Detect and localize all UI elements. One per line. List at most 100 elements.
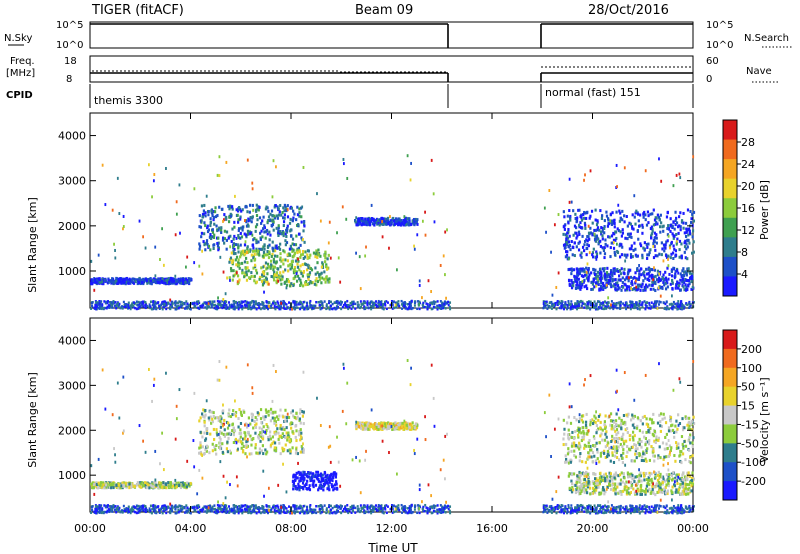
data-cell [685, 285, 688, 289]
data-cell [357, 222, 360, 226]
data-cell [274, 410, 277, 414]
data-cell [279, 278, 282, 282]
data-cell [410, 424, 413, 428]
data-cell [624, 236, 627, 240]
data-cell [621, 218, 624, 222]
data-cell [289, 307, 292, 311]
data-cell [601, 234, 604, 238]
data-cell [683, 231, 686, 235]
data-cell [560, 302, 563, 305]
data-cell [252, 246, 255, 250]
data-cell [318, 278, 321, 282]
data-cell [645, 301, 648, 305]
data-cell [395, 219, 398, 223]
data-cell [546, 303, 549, 307]
data-cell [169, 485, 172, 489]
data-cell [685, 278, 688, 282]
data-cell [128, 486, 131, 490]
data-cell [688, 303, 691, 306]
data-cell [217, 248, 220, 252]
data-cell [432, 305, 435, 309]
data-cell [377, 427, 380, 431]
data-cell [644, 276, 647, 280]
data-cell [272, 249, 275, 253]
data-cell [442, 306, 445, 310]
data-cell [315, 277, 318, 281]
data-cell [670, 240, 673, 244]
data-cell [241, 271, 244, 275]
data-cell [103, 300, 106, 303]
data-cell [603, 267, 606, 271]
data-cell [629, 305, 632, 309]
data-cell [300, 301, 303, 304]
data-cell [583, 278, 586, 282]
data-cell [234, 243, 238, 247]
data-cell [212, 235, 216, 239]
data-cell [147, 278, 150, 282]
data-cell [286, 278, 290, 282]
data-cell [610, 269, 613, 273]
data-cell [630, 224, 634, 228]
data-cell [175, 200, 178, 204]
data-cell [282, 258, 284, 262]
data-cell [331, 479, 334, 483]
data-cell [616, 281, 619, 285]
data-cell [613, 252, 617, 256]
data-cell [542, 301, 545, 304]
data-cell [625, 303, 628, 306]
data-cell [124, 305, 127, 308]
data-cell [584, 173, 586, 177]
data-cell [243, 410, 246, 414]
data-cell [592, 247, 595, 251]
data-cell [622, 422, 625, 426]
data-cell [647, 277, 650, 281]
data-cell [286, 434, 289, 438]
data-cell [179, 303, 182, 306]
data-cell [409, 178, 412, 182]
data-cell [592, 267, 595, 271]
data-cell [246, 425, 249, 429]
data-cell [585, 444, 588, 448]
data-cell [206, 226, 209, 230]
data-cell [275, 244, 278, 248]
data-cell [251, 243, 255, 247]
data-cell [615, 236, 618, 240]
data-cell [625, 286, 629, 290]
data-cell [629, 307, 632, 311]
data-cell [201, 215, 204, 219]
data-cell [237, 250, 240, 254]
data-cell [631, 300, 634, 304]
data-cell [171, 484, 174, 488]
data-cell [308, 256, 311, 260]
data-cell [208, 306, 211, 309]
data-cell [169, 278, 172, 282]
data-cell [614, 283, 617, 287]
data-cell [171, 305, 174, 309]
data-cell [622, 302, 625, 305]
data-cell [301, 447, 304, 451]
data-cell [258, 216, 262, 220]
data-cell [261, 273, 264, 277]
data-cell [302, 270, 305, 274]
data-cell [606, 275, 609, 279]
data-cell [306, 282, 309, 286]
data-cell [291, 218, 295, 222]
data-cell [228, 423, 231, 427]
velocity-heatmap [90, 358, 696, 515]
data-cell [328, 476, 331, 480]
data-cell [643, 210, 646, 214]
data-cell [293, 301, 296, 304]
data-cell [677, 302, 680, 306]
data-cell [563, 224, 566, 228]
data-cell [636, 306, 639, 309]
data-cell [570, 200, 573, 204]
data-cell [246, 246, 249, 250]
data-cell [308, 301, 311, 304]
data-cell [601, 237, 604, 241]
data-cell [585, 266, 588, 270]
data-cell [262, 303, 265, 306]
data-cell [229, 212, 232, 216]
data-cell [202, 408, 205, 412]
data-cell [575, 276, 579, 280]
data-cell [593, 300, 596, 303]
